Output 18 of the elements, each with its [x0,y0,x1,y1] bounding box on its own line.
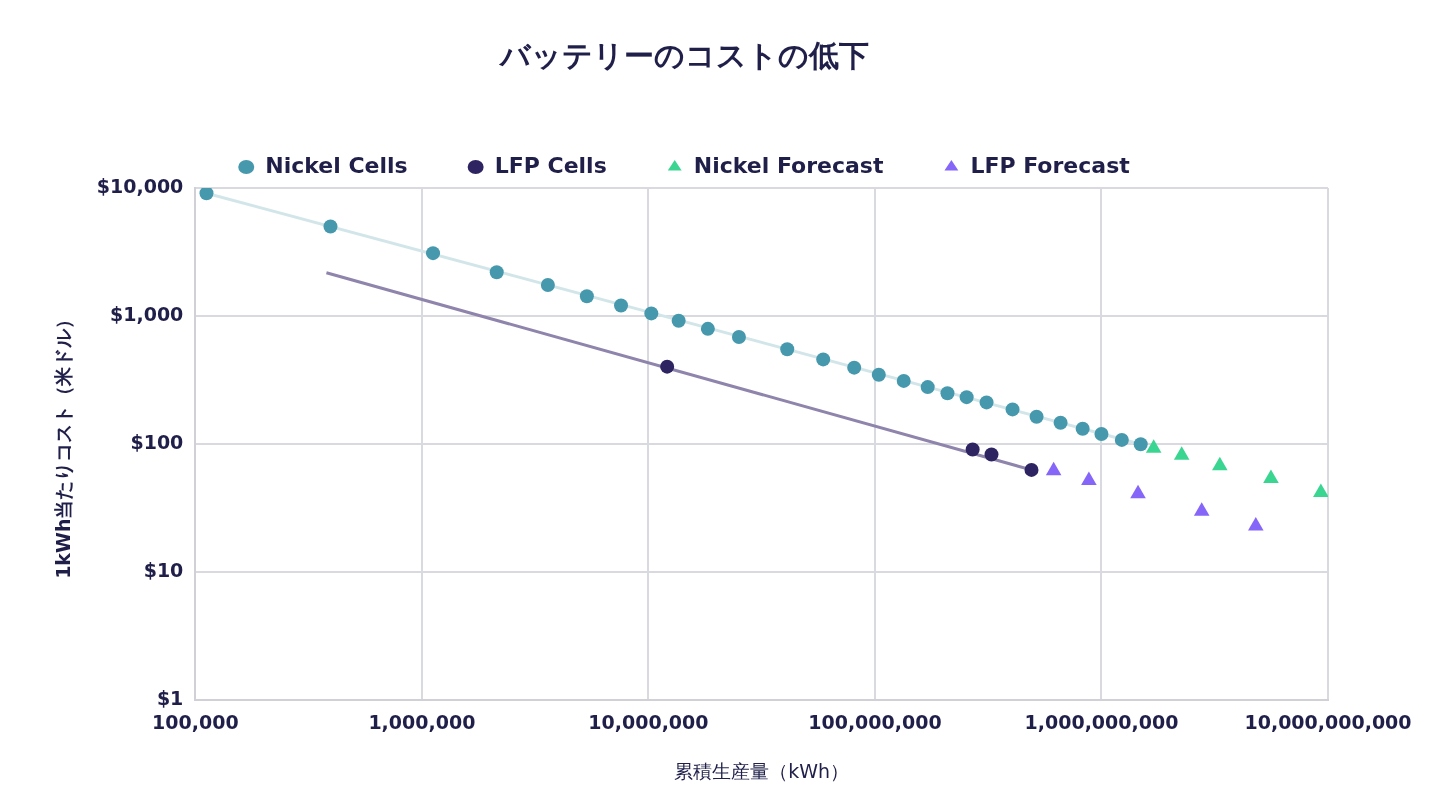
legend-label: Nickel Cells [265,152,408,178]
x-tick-label: 100,000,000 [808,710,942,733]
x-tick-label: 100,000 [152,710,239,733]
y-tick-label: $10,000 [96,174,184,197]
x-tick-label: 1,000,000,000 [1024,710,1179,733]
y-axis-title: 1kWh当たりコスト（米ドル） [52,309,75,579]
x-tick-label: 10,000,000,000 [1244,710,1412,733]
y-tick-label: $1 [156,687,184,710]
legend-label: Nickel Forecast [693,152,884,178]
y-tick-label: $100 [130,431,184,454]
x-axis-title: 累積生産量（kWh） [674,759,850,782]
y-tick-label: $10 [143,559,184,582]
legend-label: LFP Cells [494,152,607,178]
x-tick-label: 10,000,000 [588,710,709,733]
x-tick-label: 1,000,000 [368,710,476,733]
legend-label: LFP Forecast [970,152,1131,178]
y-tick-label: $1,000 [110,303,184,326]
chart-title: バッテリーのコストの低下 [497,37,869,73]
